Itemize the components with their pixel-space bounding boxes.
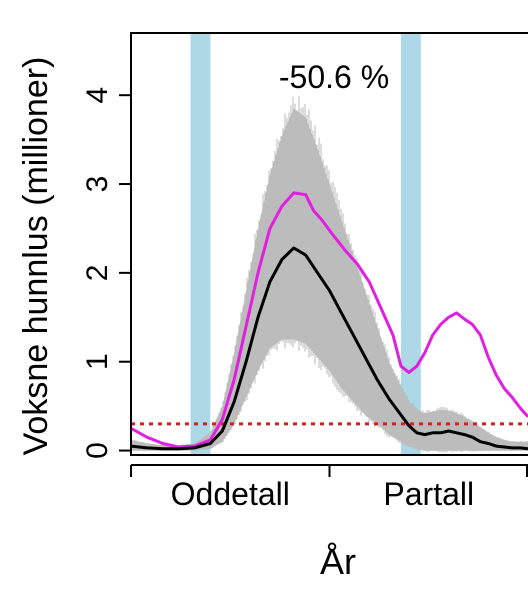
y-axis-title: Voksne hunnlus (millioner) bbox=[17, 57, 55, 456]
highlight-band-1 bbox=[190, 33, 211, 455]
x-axis-title: År bbox=[320, 541, 356, 582]
x-tick-label-partall: Partall bbox=[383, 476, 474, 512]
y-tick-label-4: 4 bbox=[81, 87, 114, 104]
plot-frame bbox=[130, 32, 528, 456]
reduction-annotation: -50.6 % bbox=[279, 59, 389, 95]
highlight-bands bbox=[190, 33, 421, 455]
y-axis: 0 1 2 3 4 bbox=[81, 87, 131, 459]
plot-area bbox=[131, 33, 528, 455]
x-tick-label-oddetall: Oddetall bbox=[171, 476, 290, 512]
y-tick-label-2: 2 bbox=[81, 265, 114, 282]
series-line-magenta bbox=[131, 191, 528, 449]
highlight-band-2 bbox=[400, 33, 421, 455]
series-layer bbox=[131, 191, 528, 451]
confidence-band-layer bbox=[131, 96, 528, 453]
series-line-black bbox=[131, 246, 528, 451]
y-tick-label-1: 1 bbox=[81, 353, 114, 370]
y-tick-label-3: 3 bbox=[81, 176, 114, 193]
confidence-band-texture bbox=[131, 96, 528, 453]
x-axis: Oddetall Partall bbox=[130, 464, 528, 512]
y-tick-label-0: 0 bbox=[81, 442, 114, 459]
